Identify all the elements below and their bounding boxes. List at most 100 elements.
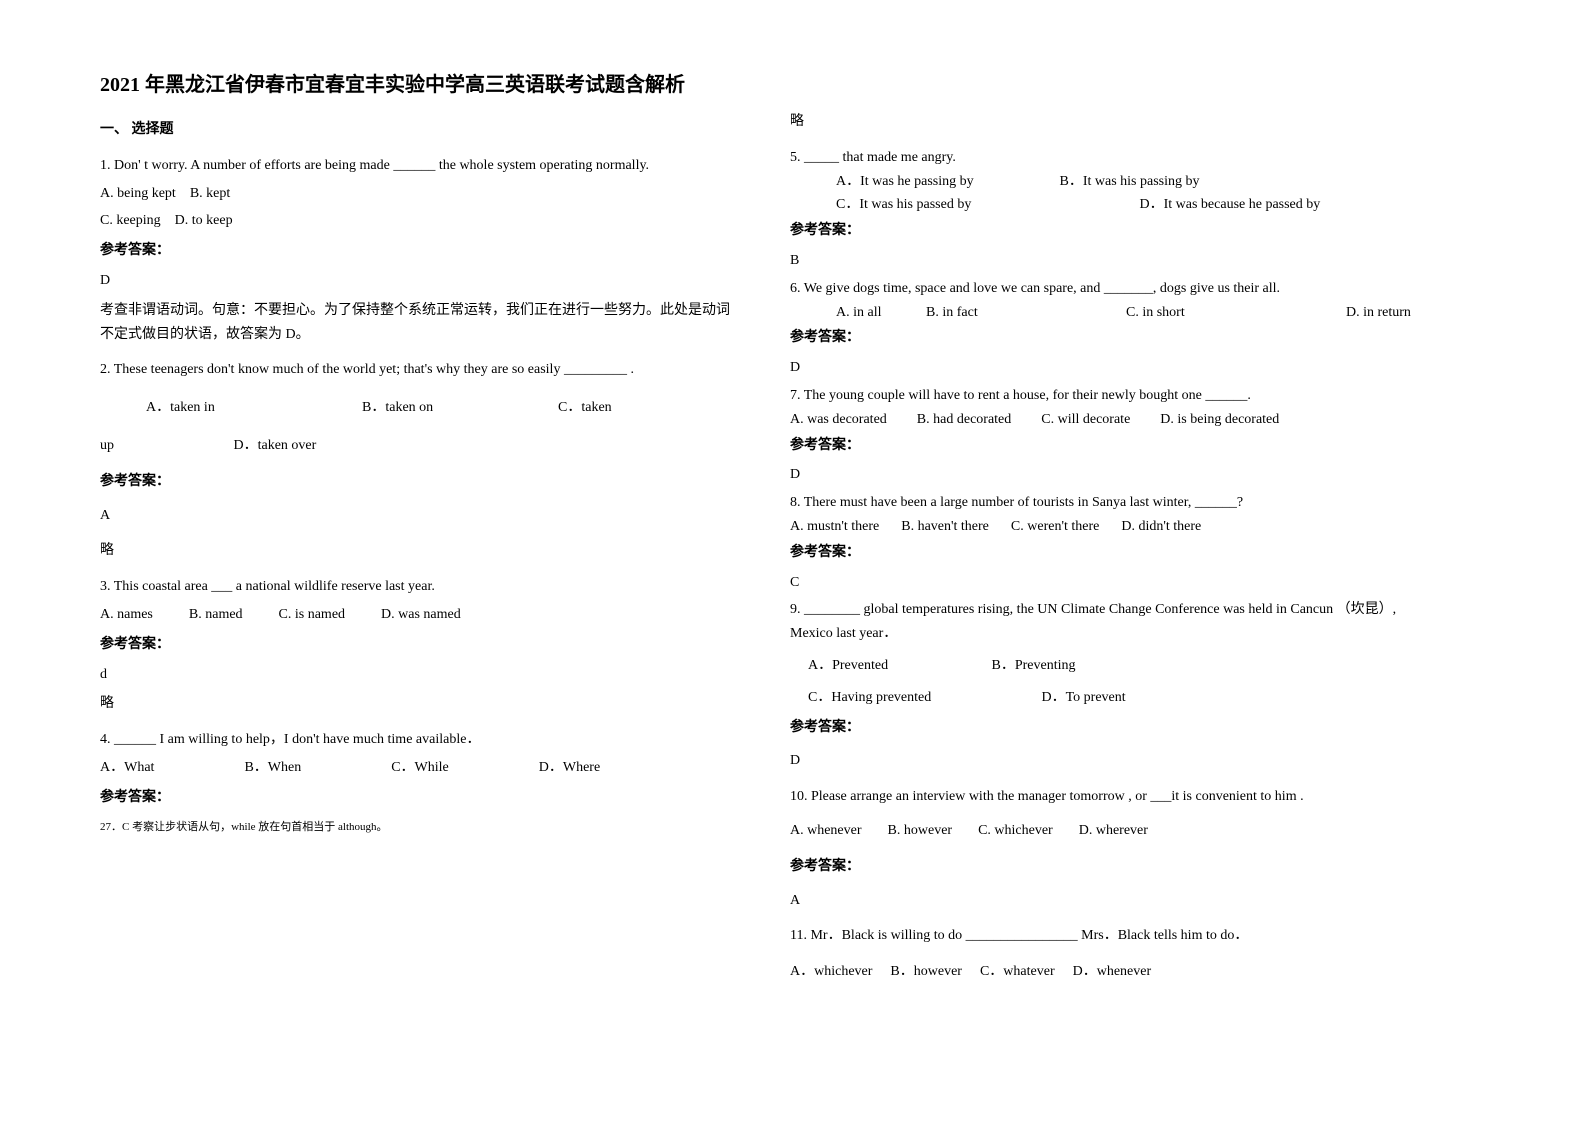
q3-opt-c: C. is named (279, 603, 346, 627)
q1-opt-b: B. kept (190, 186, 230, 201)
section-heading: 一、 选择题 (100, 118, 740, 142)
document-title: 2021 年黑龙江省伊春市宜春宜丰实验中学高三英语联考试题含解析 (100, 70, 740, 100)
q11-opt-a: A．whichever (790, 960, 872, 984)
q10-opts: A. whenever B. however C. whichever D. w… (790, 819, 1430, 843)
q7-opt-d: D. is being decorated (1160, 408, 1279, 432)
q4-opts: A．What B．When C．While D．Where (100, 756, 740, 780)
answer-label: 参考答案： (790, 219, 1430, 243)
q5-opts-row2: C．It was his passed by D．It was because … (790, 193, 1430, 217)
q8-opt-b: B. haven't there (901, 515, 989, 539)
q11-opt-b: B．however (890, 960, 962, 984)
q2-opt-a: A．taken in (146, 396, 326, 420)
question-1: 1. Don' t worry. A number of efforts are… (100, 154, 740, 347)
answer-label: 参考答案： (100, 633, 740, 657)
q5-stem: 5. _____ that made me angry. (790, 146, 1430, 170)
question-7: 7. The young couple will have to rent a … (790, 384, 1430, 487)
q6-answer: D (790, 356, 1430, 380)
q5-opts-row1: A．It was he passing by B．It was his pass… (790, 170, 1430, 194)
q2-answer: A (100, 504, 740, 528)
q9-opt-b: B．Preventing (992, 658, 1076, 673)
question-5: 5. _____ that made me angry. A．It was he… (790, 146, 1430, 273)
question-2: 2. These teenagers don't know much of th… (100, 358, 740, 563)
q8-stem: 8. There must have been a large number o… (790, 491, 1430, 515)
q1-opt-d: D. to keep (175, 213, 233, 228)
q3-opts: A. names B. named C. is named D. was nam… (100, 603, 740, 627)
q10-opt-a: A. whenever (790, 819, 862, 843)
q1-opt-a: A. being kept (100, 186, 176, 201)
question-11: 11. Mr．Black is willing to do __________… (790, 924, 1430, 984)
q7-answer: D (790, 463, 1430, 487)
q6-opt-c: C. in short (1126, 301, 1346, 325)
q5-opt-c: C．It was his passed by (836, 193, 1136, 217)
q11-opt-c: C．whatever (980, 960, 1055, 984)
question-10: 10. Please arrange an interview with the… (790, 785, 1430, 912)
question-9: 9. ________ global temperatures rising, … (790, 598, 1430, 773)
answer-label: 参考答案： (790, 326, 1430, 350)
q6-opt-b: B. in fact (926, 301, 1126, 325)
q1-opt-c: C. keeping (100, 213, 161, 228)
answer-label: 参考答案： (790, 541, 1430, 565)
q9-stem: 9. ________ global temperatures rising, … (790, 598, 1430, 646)
q3-omit: 略 (100, 692, 740, 716)
q8-opt-a: A. mustn't there (790, 515, 879, 539)
q10-opt-c: C. whichever (978, 819, 1053, 843)
question-3: 3. This coastal area ___ a national wild… (100, 575, 740, 716)
q2-opts-row2: up D．taken over (100, 434, 740, 458)
q4-omit: 略 (790, 110, 1430, 134)
q8-answer: C (790, 571, 1430, 595)
answer-label: 参考答案： (100, 239, 740, 263)
question-8: 8. There must have been a large number o… (790, 491, 1430, 594)
answer-label: 参考答案： (100, 470, 740, 494)
q4-stem: 4. ______ I am willing to help，I don't h… (100, 728, 740, 752)
q4-opt-c: C．While (391, 756, 449, 780)
q10-answer: A (790, 889, 1430, 913)
q4-opt-a: A．What (100, 756, 154, 780)
q2-up: up (100, 434, 230, 458)
q4-opt-b: B．When (244, 756, 301, 780)
q8-opt-d: D. didn't there (1121, 515, 1201, 539)
answer-label: 参考答案： (790, 716, 1430, 740)
q6-stem: 6. We give dogs time, space and love we … (790, 277, 1430, 301)
q7-opt-b: B. had decorated (917, 408, 1011, 432)
q4-note: 27．C 考察让步状语从句，while 放在句首相当于 although。 (100, 818, 740, 837)
q9-opt-d: D．To prevent (1042, 690, 1126, 705)
q10-stem: 10. Please arrange an interview with the… (790, 785, 1430, 809)
q5-answer: B (790, 249, 1430, 273)
q10-opt-b: B. however (888, 819, 953, 843)
right-column: 略 5. _____ that made me angry. A．It was … (790, 70, 1430, 984)
q9-opt-a: A．Prevented (808, 654, 988, 678)
q8-opts: A. mustn't there B. haven't there C. wer… (790, 515, 1430, 539)
q9-answer: D (790, 749, 1430, 773)
q8-opt-c: C. weren't there (1011, 515, 1099, 539)
q1-options-2: C. keeping D. to keep (100, 209, 740, 233)
question-6: 6. We give dogs time, space and love we … (790, 277, 1430, 380)
page-container: 2021 年黑龙江省伊春市宜春宜丰实验中学高三英语联考试题含解析 一、 选择题 … (0, 0, 1587, 1024)
answer-label: 参考答案： (100, 786, 740, 810)
q9-opts-row2: C．Having prevented D．To prevent (790, 686, 1430, 710)
q3-opt-d: D. was named (381, 603, 461, 627)
q7-stem: 7. The young couple will have to rent a … (790, 384, 1430, 408)
q2-stem: 2. These teenagers don't know much of th… (100, 358, 740, 382)
q6-opt-d: D. in return (1346, 301, 1411, 325)
q6-opt-a: A. in all (836, 301, 926, 325)
q5-opt-a: A．It was he passing by (836, 170, 1056, 194)
q2-opt-b: B．taken on (362, 396, 522, 420)
q2-opt-d: D．taken over (234, 438, 317, 453)
q10-opt-d: D. wherever (1079, 819, 1148, 843)
q7-opt-c: C. will decorate (1041, 408, 1130, 432)
question-4: 4. ______ I am willing to help，I don't h… (100, 728, 740, 836)
q1-explain: 考查非谓语动词。句意：不要担心。为了保持整个系统正常运转，我们正在进行一些努力。… (100, 299, 740, 347)
answer-label: 参考答案： (790, 434, 1430, 458)
q3-stem: 3. This coastal area ___ a national wild… (100, 575, 740, 599)
q7-opt-a: A. was decorated (790, 408, 887, 432)
q11-opt-d: D．whenever (1073, 960, 1152, 984)
q4-opt-d: D．Where (539, 756, 600, 780)
q2-omit: 略 (100, 539, 740, 563)
q5-opt-d: D．It was because he passed by (1140, 197, 1321, 212)
q3-answer: d (100, 663, 740, 687)
q5-opt-b: B．It was his passing by (1060, 174, 1200, 189)
q2-opt-c: C．taken (558, 396, 612, 420)
q1-answer: D (100, 269, 740, 293)
q6-opts: A. in all B. in fact C. in short D. in r… (790, 301, 1430, 325)
q2-opts-row1: A．taken in B．taken on C．taken (100, 396, 740, 420)
